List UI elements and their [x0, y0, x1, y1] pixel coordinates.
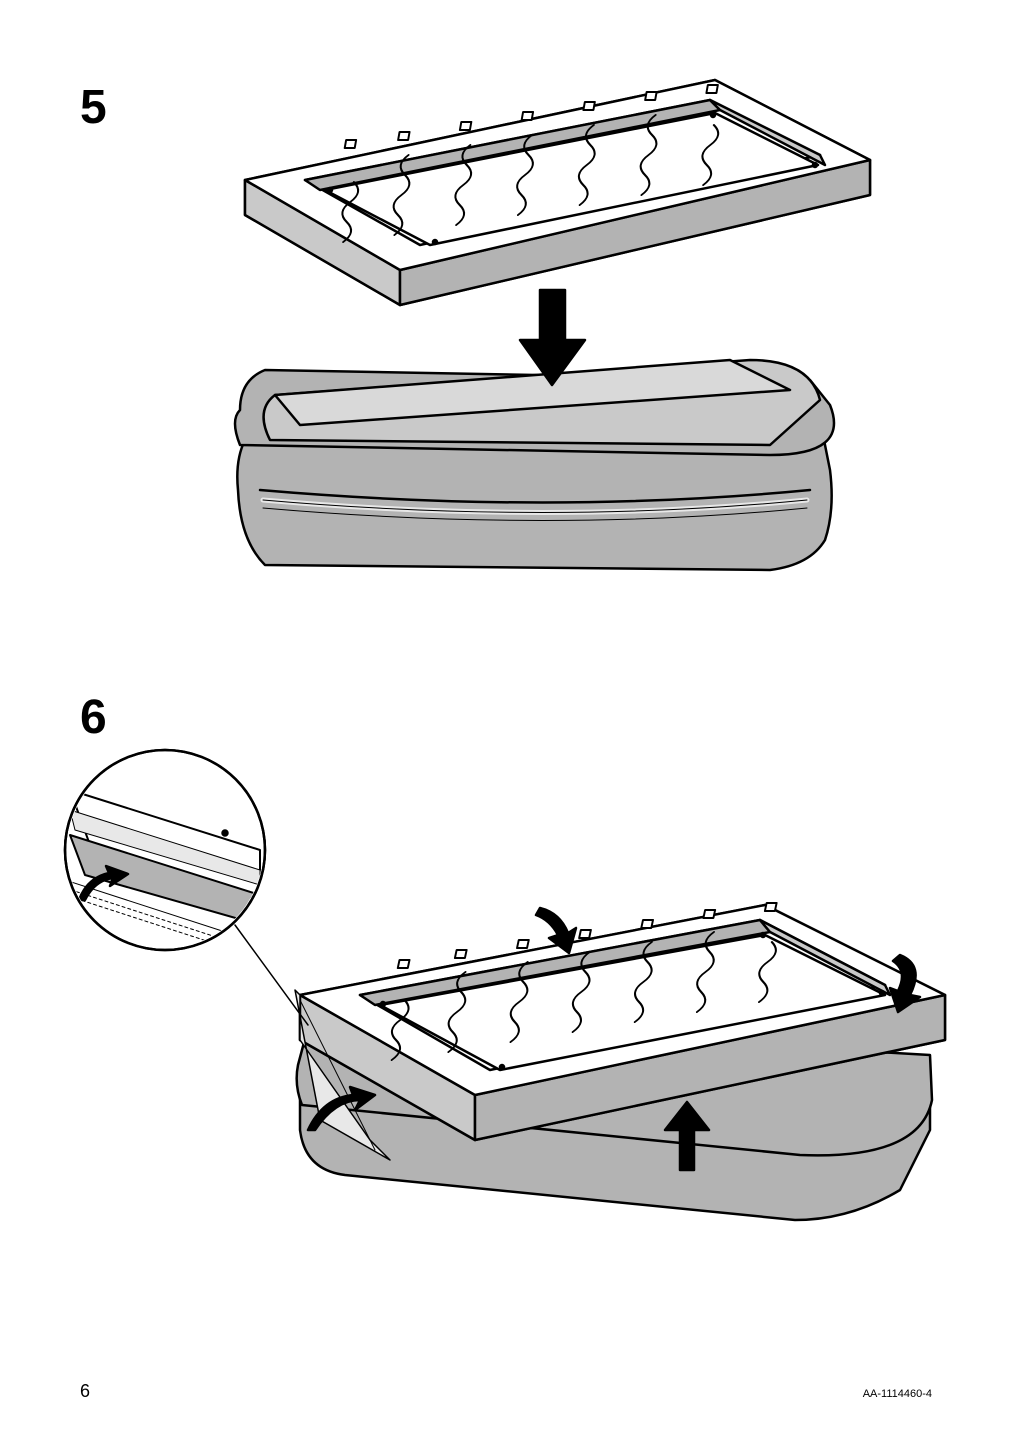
- step6-illustration: [50, 740, 950, 1310]
- step5-illustration: [170, 60, 890, 620]
- document-id: AA-1114460-4: [863, 1388, 932, 1400]
- step-number-6: 6: [80, 690, 107, 745]
- page-footer: 6 AA-1114460-4: [0, 1381, 1012, 1402]
- page-number: 6: [80, 1381, 90, 1402]
- detail-callout: [65, 750, 308, 1025]
- step-number-5: 5: [80, 80, 107, 135]
